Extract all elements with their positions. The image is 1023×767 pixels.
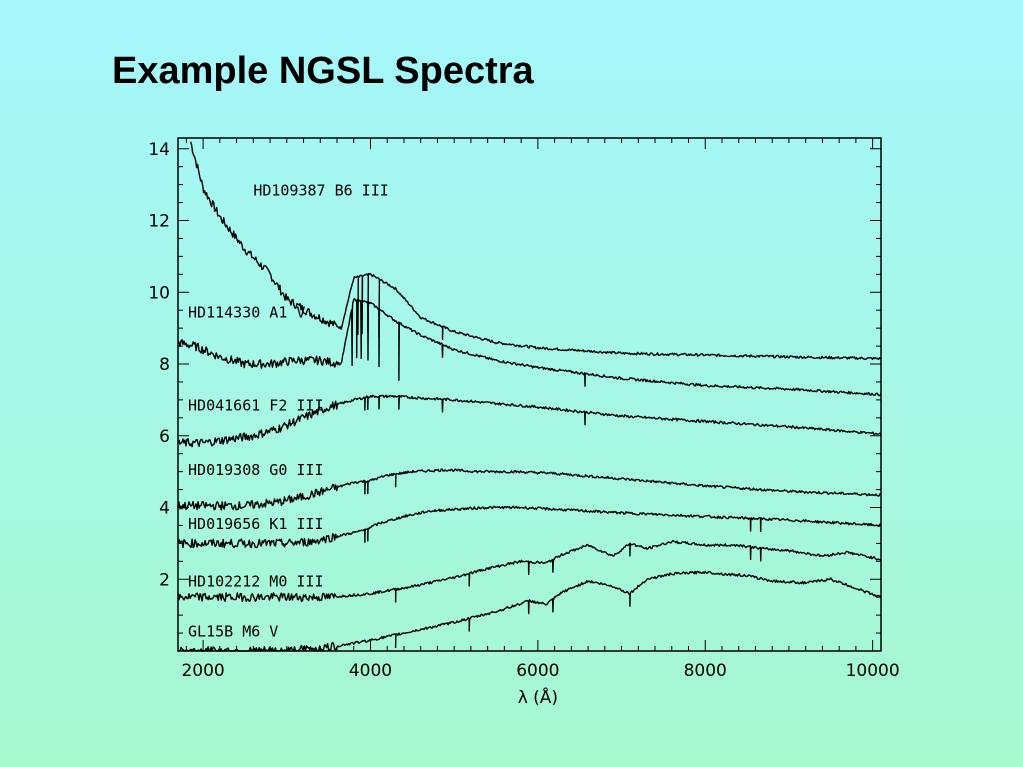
x-axis-label: λ (Å) bbox=[518, 686, 558, 708]
series-label: GL15B M6 V bbox=[188, 623, 278, 641]
series-label: HD114330 A1 V bbox=[188, 303, 305, 321]
x-tick-label: 6000 bbox=[516, 661, 559, 681]
spectrum-line bbox=[189, 141, 882, 361]
series-label: HD019656 K1 III bbox=[188, 515, 323, 533]
y-tick-label: 6 bbox=[159, 427, 170, 447]
y-tick-label: 8 bbox=[159, 355, 170, 375]
series-label: HD019308 G0 III bbox=[188, 461, 323, 479]
spectrum-line bbox=[178, 570, 882, 652]
y-tick-label: 2 bbox=[159, 570, 170, 590]
spectrum-line bbox=[177, 505, 882, 549]
slide-title: Example NGSL Spectra bbox=[112, 50, 534, 92]
series-label: HD102212 M0 III bbox=[188, 572, 323, 590]
x-tick-label: 4000 bbox=[349, 661, 392, 681]
spectrum-line bbox=[177, 298, 882, 397]
y-tick-label: 14 bbox=[148, 140, 170, 160]
series-label: HD041661 F2 III bbox=[188, 397, 323, 415]
x-tick-label: 2000 bbox=[181, 661, 224, 681]
x-tick-label: 10000 bbox=[846, 661, 900, 681]
y-tick-label: 10 bbox=[148, 283, 170, 303]
spectrum-line bbox=[177, 539, 882, 603]
y-tick-label: 4 bbox=[159, 499, 170, 519]
series-label: HD109387 B6 III bbox=[253, 181, 388, 199]
spectrum-line bbox=[177, 468, 882, 511]
spectrum-line bbox=[177, 394, 882, 448]
x-tick-label: 8000 bbox=[684, 661, 727, 681]
y-tick-label: 12 bbox=[148, 212, 170, 232]
